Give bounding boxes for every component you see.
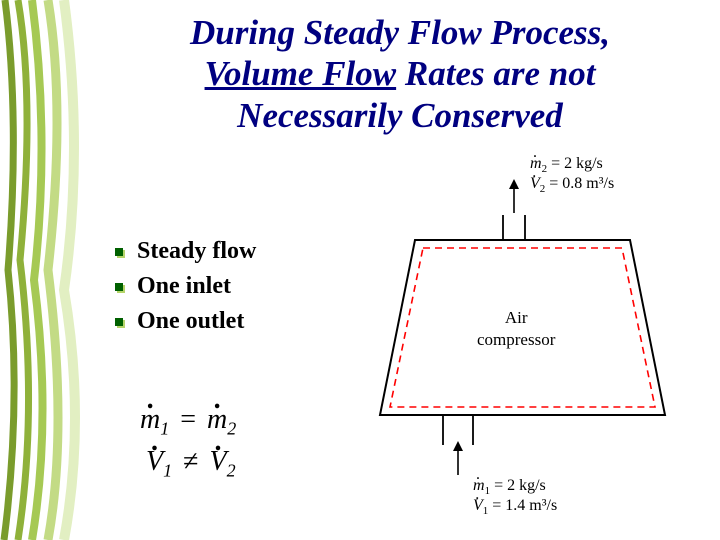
vdot1: V [146, 442, 163, 483]
slide-title: During Steady Flow Process, Volume Flow … [110, 12, 690, 136]
bullet-list: Steady flow One inlet One outlet [115, 238, 256, 343]
title-line3: Necessarily Conserved [237, 96, 563, 135]
title-underlined: Volume Flow [205, 54, 397, 93]
bullet-marker [115, 318, 123, 326]
bullet-text: Steady flow [137, 238, 256, 265]
bullet-text: One outlet [137, 308, 244, 335]
title-line1: During Steady Flow Process, [190, 13, 610, 52]
volume-equation: V1 ≠ V2 [140, 442, 236, 484]
compressor-body [380, 240, 665, 415]
vdot2: V [209, 442, 226, 483]
bullet-marker [115, 248, 123, 256]
bullet-text: One inlet [137, 273, 231, 300]
slide-decoration [0, 0, 100, 540]
compressor-diagram: m2 = 2 kg/s V2 = 0.8 m³/s m1 = 2 kg/s V1… [355, 155, 695, 525]
control-volume [390, 248, 655, 407]
bullet-item: Steady flow [115, 238, 256, 265]
bullet-item: One outlet [115, 308, 256, 335]
compressor-svg [355, 155, 695, 525]
bullet-item: One inlet [115, 273, 256, 300]
title-line2b: Rates are not [396, 54, 595, 93]
equation-block: m1 = m2 V1 ≠ V2 [140, 400, 236, 483]
bullet-marker [115, 283, 123, 291]
